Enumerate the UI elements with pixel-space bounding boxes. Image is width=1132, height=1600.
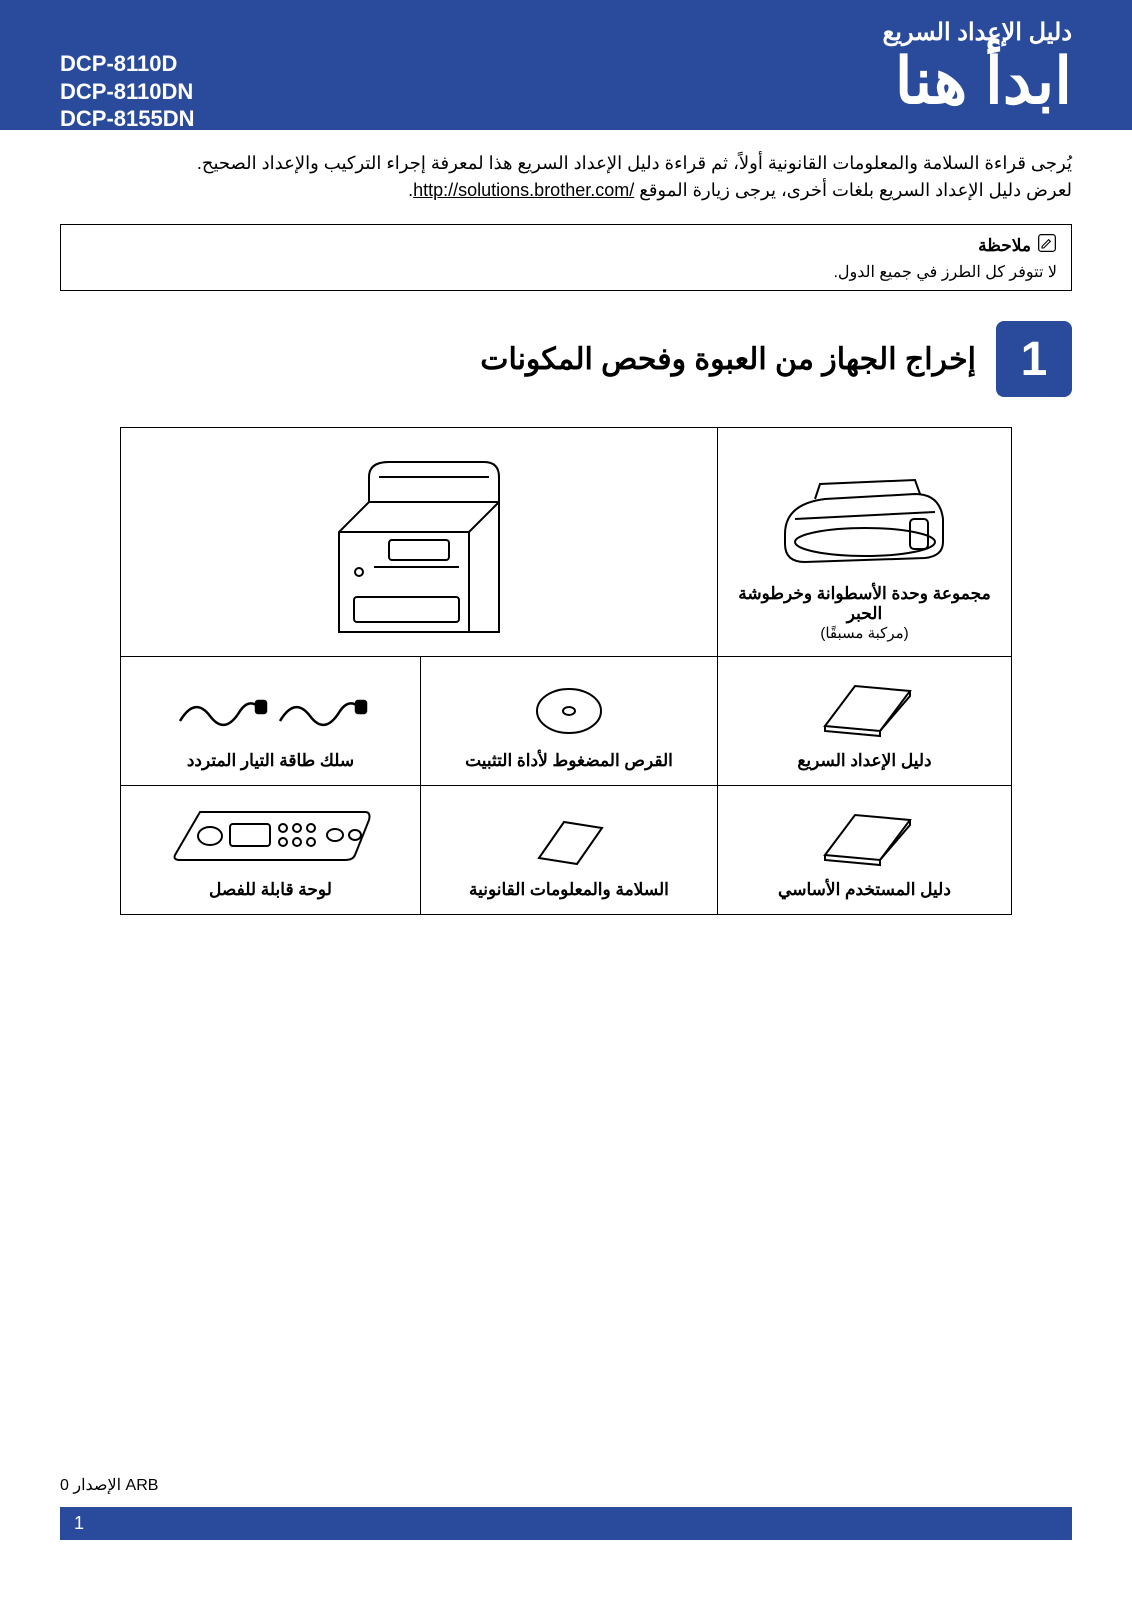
component-cell: دليل الإعداد السريع xyxy=(717,657,1011,786)
note-title-row: ملاحظة xyxy=(978,233,1057,258)
footer: الإصدار 0 ARB 1 xyxy=(60,1475,1072,1540)
note-body: لا تتوفر كل الطرز في جميع الدول. xyxy=(75,262,1057,282)
component-cell-printer xyxy=(121,428,718,657)
model-2: DCP-8110DN xyxy=(60,78,195,106)
table-row: دليل المستخدم الأساسي السلامة والمعلومات… xyxy=(121,786,1012,915)
intro-text: يُرجى قراءة السلامة والمعلومات القانونية… xyxy=(0,130,1132,214)
component-label: دليل المستخدم الأساسي xyxy=(728,880,1001,900)
version-num: 0 xyxy=(60,1477,69,1494)
step-title: إخراج الجهاز من العبوة وفحص المكونات xyxy=(480,342,976,377)
component-label: دليل الإعداد السريع xyxy=(728,751,1001,771)
component-cell: السلامة والمعلومات القانونية xyxy=(420,786,717,915)
intro-line2-pre: لعرض دليل الإعداد السريع بلغات أخرى، يرج… xyxy=(634,180,1072,200)
note-title-text: ملاحظة xyxy=(978,236,1031,256)
component-label: السلامة والمعلومات القانونية xyxy=(431,880,707,900)
intro-line2: لعرض دليل الإعداد السريع بلغات أخرى، يرج… xyxy=(60,177,1072,204)
step-header: 1 إخراج الجهاز من العبوة وفحص المكونات xyxy=(0,311,1132,417)
model-1: DCP-8110D xyxy=(60,50,195,78)
model-list: DCP-8110D DCP-8110DN DCP-8155DN xyxy=(60,50,195,133)
components-table: مجموعة وحدة الأسطوانة وخرطوشة الحبر (مرك… xyxy=(120,427,1012,915)
table-row: دليل الإعداد السريع القرص المضغوط لأداة … xyxy=(121,657,1012,786)
component-cell: القرص المضغوط لأداة التثبيت xyxy=(420,657,717,786)
lang-code: ARB xyxy=(126,1477,159,1494)
cd-icon xyxy=(529,681,609,741)
sheet-icon xyxy=(524,810,614,870)
page-number-bar: 1 xyxy=(60,1507,1072,1540)
solutions-link[interactable]: http://solutions.brother.com/ xyxy=(413,180,634,200)
version-prefix: الإصدار xyxy=(73,1477,121,1494)
component-sublabel: (مركبة مسبقًا) xyxy=(728,624,1001,642)
guide-title: دليل الإعداد السريع xyxy=(883,18,1072,47)
start-here-title: ابدأ هنا xyxy=(883,49,1072,113)
printer-icon xyxy=(299,442,539,642)
page-number: 1 xyxy=(74,1513,84,1533)
component-cell: لوحة قابلة للفصل xyxy=(121,786,421,915)
header-titles: دليل الإعداد السريع ابدأ هنا xyxy=(883,18,1072,113)
component-label: لوحة قابلة للفصل xyxy=(131,880,410,900)
control-panel-icon xyxy=(165,800,375,870)
booklet-icon xyxy=(810,800,920,870)
power-cables-icon xyxy=(170,681,370,741)
component-cell: دليل المستخدم الأساسي xyxy=(717,786,1011,915)
component-cell: سلك طاقة التيار المتردد xyxy=(121,657,421,786)
component-label: سلك طاقة التيار المتردد xyxy=(131,751,410,771)
header-bar: دليل الإعداد السريع ابدأ هنا DCP-8110D D… xyxy=(0,0,1132,130)
step-number-badge: 1 xyxy=(996,321,1072,397)
note-box: ملاحظة لا تتوفر كل الطرز في جميع الدول. xyxy=(60,224,1072,291)
table-row: مجموعة وحدة الأسطوانة وخرطوشة الحبر (مرك… xyxy=(121,428,1012,657)
booklet-icon xyxy=(810,671,920,741)
drum-unit-icon xyxy=(765,464,965,574)
pencil-note-icon xyxy=(1037,233,1057,258)
component-label: القرص المضغوط لأداة التثبيت xyxy=(431,751,707,771)
version-line: الإصدار 0 ARB xyxy=(60,1475,1072,1495)
model-3: DCP-8155DN xyxy=(60,105,195,133)
intro-line1: يُرجى قراءة السلامة والمعلومات القانونية… xyxy=(60,150,1072,177)
component-label: مجموعة وحدة الأسطوانة وخرطوشة الحبر xyxy=(728,584,1001,624)
component-cell-drum: مجموعة وحدة الأسطوانة وخرطوشة الحبر (مرك… xyxy=(717,428,1011,657)
